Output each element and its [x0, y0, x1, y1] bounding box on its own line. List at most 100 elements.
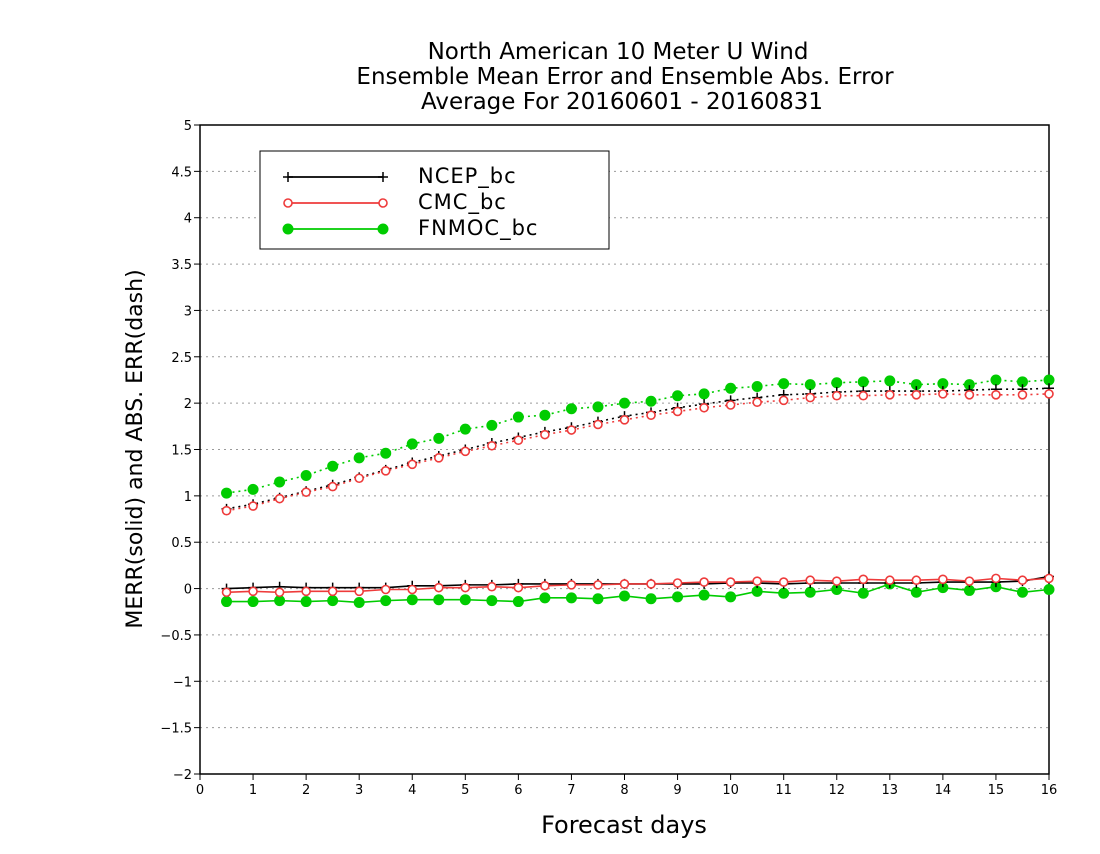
merr-point-CMC_bc	[646, 579, 656, 589]
merr-point-FNMOC_bc	[1043, 583, 1055, 595]
x-tick-label: 4	[408, 783, 416, 798]
y-tick-label: −2	[173, 768, 192, 783]
abs-err-point-CMC_bc	[831, 390, 842, 401]
abs-err-point-FNMOC_bc	[512, 411, 524, 423]
y-axis-label: MERR(solid) and ABS. ERR(dash)	[123, 269, 148, 628]
series-group	[221, 374, 1055, 608]
abs-err-point-CMC_bc	[593, 419, 603, 430]
x-tick-label: 2	[302, 783, 310, 798]
merr-point-CMC_bc	[460, 582, 471, 593]
abs-err-point-FNMOC_bc	[698, 388, 710, 400]
merr-point-CMC_bc	[513, 582, 524, 593]
merr-point-CMC_bc	[911, 575, 922, 586]
merr-point-CMC_bc	[301, 586, 311, 597]
legend-marker-FNMOC_bc	[282, 223, 294, 235]
abs-err-point-CMC_bc	[1044, 389, 1054, 399]
merr-line-FNMOC_bc	[226, 583, 1050, 604]
abs-err-point-CMC_bc	[433, 453, 444, 463]
abs-err-point-CMC_bc	[938, 389, 948, 399]
merr-line-NCEP_bc	[226, 575, 1050, 590]
abs-err-point-CMC_bc	[752, 397, 762, 408]
legend: NCEP_bc CMC_bc FNMOC_bc	[259, 150, 610, 250]
x-tick-label: 5	[461, 783, 469, 798]
abs-err-point-FNMOC_bc	[857, 376, 869, 388]
merr-point-FNMOC_bc	[565, 592, 577, 604]
abs-err-point-FNMOC_bc	[831, 377, 843, 389]
merr-point-CMC_bc	[540, 580, 550, 591]
y-tick-label: −0.5	[160, 629, 192, 644]
y-tick-label: −1.5	[160, 722, 192, 737]
legend-label-fnmoc: FNMOC_bc	[418, 216, 538, 241]
abs-err-point-FNMOC_bc	[539, 409, 551, 421]
x-tick-label: 12	[828, 783, 845, 798]
merr-point-FNMOC_bc	[698, 589, 710, 601]
abs-err-point-CMC_bc	[672, 406, 683, 417]
merr-point-CMC_bc	[1044, 573, 1054, 584]
merr-point-CMC_bc	[248, 586, 258, 597]
merr-point-CMC_bc	[380, 584, 391, 595]
x-tick-label: 8	[620, 783, 628, 798]
abs-err-point-CMC_bc	[646, 410, 656, 420]
x-tick-label: 15	[988, 783, 1005, 798]
y-tick-label: 1.5	[171, 444, 192, 459]
merr-point-CMC_bc	[831, 576, 842, 586]
merr-point-CMC_bc	[725, 577, 736, 587]
abs-err-point-CMC_bc	[487, 440, 497, 451]
merr-point-FNMOC_bc	[327, 595, 339, 607]
abs-err-point-CMC_bc	[911, 389, 922, 400]
abs-err-point-FNMOC_bc	[884, 375, 896, 387]
chart-title-line-2: Ensemble Mean Error and Ensemble Abs. Er…	[356, 64, 894, 90]
merr-point-CMC_bc	[991, 573, 1001, 584]
legend-marker-NCEP_bc	[378, 172, 388, 182]
legend-label-ncep: NCEP_bc	[418, 164, 517, 189]
abs-err-point-FNMOC_bc	[592, 401, 604, 413]
y-tick-label: 0.5	[171, 536, 192, 551]
y-tick-label: 3	[184, 304, 192, 319]
x-tick-label: 6	[514, 783, 522, 798]
abs-err-point-FNMOC_bc	[274, 476, 286, 488]
abs-err-point-FNMOC_bc	[380, 447, 392, 459]
abs-err-line-NCEP_bc	[226, 387, 1050, 510]
merr-point-FNMOC_bc	[300, 596, 312, 608]
abs-err-point-FNMOC_bc	[990, 374, 1002, 386]
legend-box	[259, 150, 610, 250]
abs-err-point-CMC_bc	[725, 400, 736, 410]
merr-point-FNMOC_bc	[274, 595, 286, 607]
abs-err-point-FNMOC_bc	[406, 438, 418, 450]
merr-point-FNMOC_bc	[725, 591, 737, 603]
x-tick-label: 3	[355, 783, 363, 798]
abs-err-point-FNMOC_bc	[751, 380, 763, 392]
abs-err-point-CMC_bc	[778, 395, 789, 406]
abs-err-point-FNMOC_bc	[486, 419, 498, 431]
abs-err-point-CMC_bc	[274, 493, 285, 504]
merr-point-FNMOC_bc	[592, 593, 604, 605]
abs-err-point-FNMOC_bc	[459, 423, 471, 435]
y-tick-label: −1	[173, 675, 192, 690]
merr-point-CMC_bc	[407, 584, 418, 595]
merr-point-CMC_bc	[805, 575, 816, 586]
merr-point-FNMOC_bc	[353, 596, 365, 608]
abs-err-point-FNMOC_bc	[565, 403, 577, 415]
merr-point-CMC_bc	[858, 574, 869, 585]
abs-err-point-CMC_bc	[991, 389, 1001, 400]
merr-point-CMC_bc	[487, 581, 497, 592]
merr-point-CMC_bc	[593, 580, 603, 590]
y-tick-label: 0	[184, 583, 192, 598]
abs-err-point-FNMOC_bc	[778, 378, 790, 390]
abs-err-point-FNMOC_bc	[725, 382, 737, 394]
y-tick-label: 5	[184, 119, 192, 134]
x-tick-label: 10	[722, 783, 739, 798]
merr-point-CMC_bc	[221, 587, 232, 598]
y-tick-label: 3.5	[171, 258, 192, 273]
abs-err-point-CMC_bc	[540, 429, 550, 440]
x-tick-label: 1	[249, 783, 257, 798]
abs-err-point-CMC_bc	[805, 392, 816, 403]
abs-err-point-CMC_bc	[566, 425, 577, 435]
abs-err-point-CMC_bc	[301, 487, 311, 497]
abs-err-point-CMC_bc	[885, 389, 895, 400]
abs-err-point-FNMOC_bc	[804, 379, 816, 391]
merr-point-FNMOC_bc	[645, 593, 657, 605]
x-tick-label: 14	[935, 783, 952, 798]
abs-err-point-CMC_bc	[221, 505, 232, 516]
